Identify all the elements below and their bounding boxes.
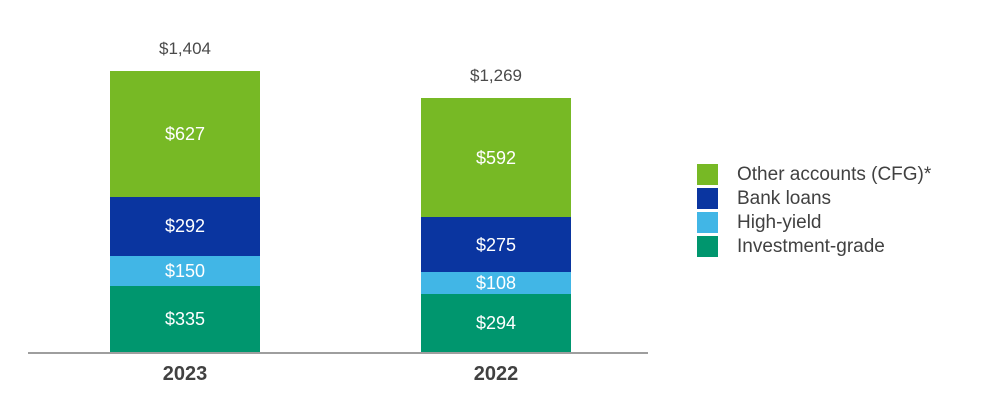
legend-item-bank-loans: Bank loans xyxy=(697,188,931,209)
segment-value-label: $627 xyxy=(164,123,206,144)
legend-swatch-icon xyxy=(697,212,718,233)
legend-label: Investment-grade xyxy=(737,236,885,257)
segment-other-accounts-cfg-2022: $592 xyxy=(421,98,571,217)
legend-label: Bank loans xyxy=(737,188,832,209)
segment-high-yield-2022: $108 xyxy=(421,272,571,294)
legend-swatch-icon xyxy=(697,236,718,257)
segment-value-label: $335 xyxy=(164,309,206,330)
legend-swatch-icon xyxy=(697,164,718,185)
legend: Other accounts (CFG)* Bank loans High-yiel… xyxy=(697,164,931,260)
bar-total-label: $1,269 xyxy=(470,66,522,86)
legend-item-investment-grade: Investment-grade xyxy=(697,236,931,257)
legend-item-other-accounts-cfg: Other accounts (CFG)* xyxy=(697,164,931,185)
legend-label: High-yield xyxy=(737,212,822,233)
legend-label: Other accounts (CFG)* xyxy=(737,164,932,185)
legend-item-high-yield: High-yield xyxy=(697,212,931,233)
segment-value-label: $294 xyxy=(475,313,517,334)
segment-investment-grade-2023: $335 xyxy=(110,285,260,353)
segment-other-accounts-cfg-2023: $627 xyxy=(110,71,260,197)
x-axis-line xyxy=(28,352,648,354)
segment-bank-loans-2022: $275 xyxy=(421,217,571,273)
segment-value-label: $592 xyxy=(475,147,517,168)
legend-swatch-icon xyxy=(697,188,718,209)
segment-bank-loans-2023: $292 xyxy=(110,196,260,256)
segment-investment-grade-2022: $294 xyxy=(421,293,571,353)
segment-value-label: $275 xyxy=(475,234,517,255)
category-label-2023: 2023 xyxy=(162,363,208,385)
segment-value-label: $150 xyxy=(164,260,206,281)
bar-2022: $592 $275 $108 $294 xyxy=(421,98,571,353)
segment-value-label: $108 xyxy=(475,273,517,294)
bar-2023: $627 $292 $150 $335 xyxy=(110,71,260,353)
segment-value-label: $292 xyxy=(164,216,206,237)
segment-high-yield-2023: $150 xyxy=(110,255,260,286)
category-label-2022: 2022 xyxy=(473,363,519,385)
bar-total-label: $1,404 xyxy=(159,39,211,58)
